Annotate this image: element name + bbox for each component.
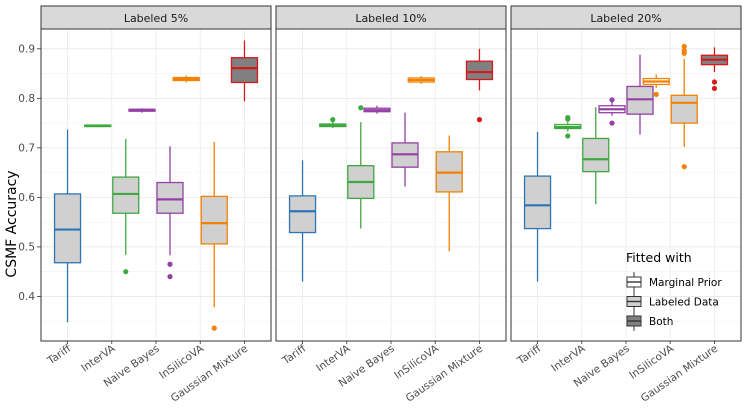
box-iqr	[156, 181, 184, 214]
legend-item-labeled-data: Labeled Data	[626, 291, 719, 312]
x-tick-label: Tariff	[280, 342, 309, 368]
outlier-point	[123, 269, 129, 275]
box-insilicova-marginal-prior	[407, 76, 435, 84]
x-tick-label: InterVA	[314, 342, 353, 374]
outlier-point	[358, 105, 364, 111]
box-iqr	[112, 176, 140, 214]
box-naive-bayes-marginal-prior	[363, 105, 391, 114]
outlier-point	[681, 47, 687, 53]
y-tick-label: 0.7	[18, 142, 35, 154]
box-interva-labeled-data	[112, 138, 140, 275]
y-tick-label: 0.4	[18, 291, 35, 303]
box-insilicova-labeled-data	[200, 141, 228, 331]
box-gaussian-mixture-both	[230, 40, 259, 102]
box-naive-bayes-marginal-prior	[128, 108, 156, 113]
box-insilicova-marginal-prior	[642, 74, 670, 97]
outlier-point	[711, 79, 718, 85]
box-gaussian-mixture-both	[700, 47, 729, 92]
box-interva-labeled-data	[582, 107, 610, 205]
grid-lines	[511, 29, 741, 341]
panel-title: Labeled 20%	[590, 12, 661, 25]
y-tick-label: 0.9	[18, 43, 35, 55]
legend: Fitted with Marginal Prior Labeled Data Bot…	[626, 250, 722, 331]
legend-item-both: Both	[626, 311, 673, 331]
outlier-point	[565, 115, 571, 121]
legend-label: Marginal Prior	[649, 277, 722, 289]
x-tick-label: Gaussian Mixture	[169, 343, 250, 405]
x-tick-label: InterVA	[79, 342, 118, 374]
box-iqr	[288, 195, 317, 234]
x-tick-label: Gaussian Mixture	[639, 343, 720, 405]
outlier-point	[167, 274, 173, 280]
box-naive-bayes-marginal-prior	[598, 97, 626, 126]
outlier-point	[211, 325, 217, 331]
box-naive-bayes-labeled-data	[391, 112, 419, 187]
box-naive-bayes-labeled-data	[156, 146, 184, 280]
box-interva-marginal-prior	[84, 124, 112, 128]
legend-label: Labeled Data	[649, 297, 719, 309]
outlier-point	[609, 120, 615, 126]
panel-title: Labeled 10%	[355, 12, 426, 25]
y-axis: 0.4 0.5 0.6 0.7 0.8 0.9	[18, 43, 41, 303]
box-iqr	[582, 137, 610, 173]
box-iqr	[523, 175, 552, 230]
box-naive-bayes-labeled-data	[626, 54, 654, 135]
legend-label: Both	[649, 316, 673, 328]
box-insilicova-labeled-data	[670, 43, 698, 170]
legend-item-marginal-prior: Marginal Prior	[626, 272, 722, 292]
outlier-point	[653, 91, 659, 97]
box-iqr	[465, 60, 494, 81]
box-iqr	[200, 195, 228, 245]
box-interva-marginal-prior	[554, 115, 582, 139]
y-axis-label: CSMF Accuracy	[4, 170, 20, 277]
box-gaussian-mixture-both	[465, 48, 494, 123]
x-tick-label: Tariff	[45, 342, 74, 368]
box-tariff-labeled-data	[523, 132, 552, 282]
box-iqr	[670, 94, 698, 124]
box-iqr	[53, 193, 82, 264]
outlier-point	[609, 97, 615, 103]
outlier-point	[711, 85, 718, 92]
x-tick-label: Gaussian Mixture	[404, 343, 485, 405]
box-interva-marginal-prior	[319, 117, 347, 129]
panel-title: Labeled 5%	[124, 12, 188, 25]
box-insilicova-labeled-data	[435, 135, 463, 252]
box-iqr	[230, 57, 259, 84]
outlier-point	[167, 261, 173, 267]
legend-title: Fitted with	[626, 250, 692, 265]
y-tick-label: 0.5	[18, 241, 35, 253]
y-tick-label: 0.6	[18, 192, 35, 204]
y-tick-label: 0.8	[18, 93, 35, 105]
x-tick-label: InterVA	[549, 342, 588, 374]
box-interva-labeled-data	[347, 105, 375, 229]
box-tariff-labeled-data	[53, 129, 82, 323]
box-tariff-labeled-data	[288, 160, 317, 282]
outlier-point	[476, 117, 483, 123]
outlier-point	[681, 43, 687, 49]
x-tick-label: Tariff	[515, 342, 544, 368]
box-insilicova-marginal-prior	[172, 75, 200, 83]
outlier-point	[565, 133, 571, 139]
outlier-point	[330, 117, 336, 123]
outlier-point	[681, 164, 687, 170]
